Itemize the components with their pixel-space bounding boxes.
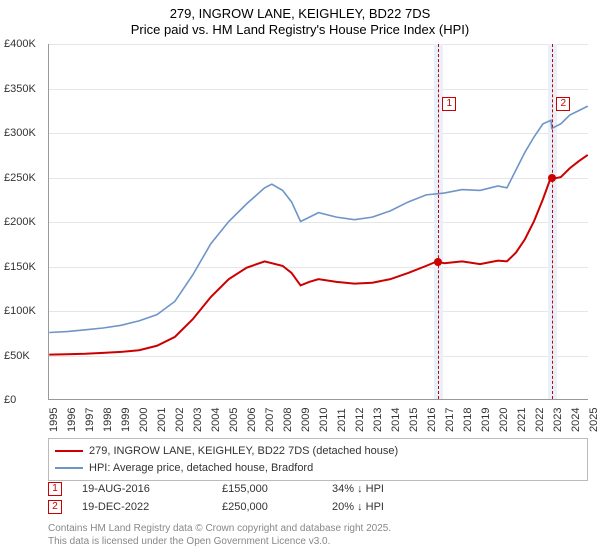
y-tick-label: £300K bbox=[0, 127, 48, 139]
legend: 279, INGROW LANE, KEIGHLEY, BD22 7DS (de… bbox=[48, 438, 588, 481]
legend-label: 279, INGROW LANE, KEIGHLEY, BD22 7DS (de… bbox=[89, 443, 398, 460]
x-tick-label: 2018 bbox=[462, 408, 474, 432]
sale-diff: 20% ↓ HPI bbox=[332, 501, 432, 513]
legend-row: HPI: Average price, detached house, Brad… bbox=[55, 460, 581, 477]
marker-dashed-line bbox=[552, 44, 553, 399]
sale-dot bbox=[548, 174, 556, 182]
sale-date: 19-DEC-2022 bbox=[82, 501, 202, 513]
chart-plot-area: 12 bbox=[48, 44, 588, 400]
x-tick-label: 2001 bbox=[156, 408, 168, 432]
x-tick-label: 1999 bbox=[120, 408, 132, 432]
x-tick-label: 2011 bbox=[336, 408, 348, 432]
x-tick-label: 2012 bbox=[354, 408, 366, 432]
x-tick-label: 2008 bbox=[282, 408, 294, 432]
x-tick-label: 1997 bbox=[84, 408, 96, 432]
x-tick-label: 2023 bbox=[552, 408, 564, 432]
x-tick-label: 2020 bbox=[498, 408, 510, 432]
x-tick-label: 2024 bbox=[570, 408, 582, 432]
title-address: 279, INGROW LANE, KEIGHLEY, BD22 7DS bbox=[0, 6, 600, 22]
x-tick-label: 2013 bbox=[372, 408, 384, 432]
y-tick-label: £150K bbox=[0, 261, 48, 273]
sale-dot bbox=[434, 258, 442, 266]
x-tick-label: 2009 bbox=[300, 408, 312, 432]
x-tick-label: 2000 bbox=[138, 408, 150, 432]
x-tick-label: 2019 bbox=[480, 408, 492, 432]
marker-label-box: 2 bbox=[556, 97, 570, 111]
x-tick-label: 2021 bbox=[516, 408, 528, 432]
sale-price: £250,000 bbox=[222, 501, 312, 513]
y-tick-label: £100K bbox=[0, 305, 48, 317]
sales-row: 1 19-AUG-2016 £155,000 34% ↓ HPI bbox=[48, 480, 588, 498]
sale-price: £155,000 bbox=[222, 483, 312, 495]
sales-table: 1 19-AUG-2016 £155,000 34% ↓ HPI 2 19-DE… bbox=[48, 480, 588, 516]
marker-label-box: 1 bbox=[442, 97, 456, 111]
x-tick-label: 2025 bbox=[588, 408, 600, 432]
sale-diff: 34% ↓ HPI bbox=[332, 483, 432, 495]
y-tick-label: £0 bbox=[0, 394, 48, 406]
x-tick-label: 1998 bbox=[102, 408, 114, 432]
legend-swatch bbox=[55, 467, 83, 469]
chart-container: 279, INGROW LANE, KEIGHLEY, BD22 7DS Pri… bbox=[0, 0, 600, 560]
y-tick-label: £350K bbox=[0, 83, 48, 95]
x-tick-label: 2006 bbox=[246, 408, 258, 432]
footer-line: This data is licensed under the Open Gov… bbox=[48, 535, 588, 548]
x-tick-label: 2010 bbox=[318, 408, 330, 432]
x-tick-label: 2005 bbox=[228, 408, 240, 432]
sales-row: 2 19-DEC-2022 £250,000 20% ↓ HPI bbox=[48, 498, 588, 516]
y-tick-label: £200K bbox=[0, 216, 48, 228]
legend-row: 279, INGROW LANE, KEIGHLEY, BD22 7DS (de… bbox=[55, 443, 581, 460]
sale-marker-box: 2 bbox=[48, 500, 62, 514]
series-line bbox=[49, 155, 587, 355]
x-tick-label: 2022 bbox=[534, 408, 546, 432]
x-tick-label: 1995 bbox=[48, 408, 60, 432]
series-line bbox=[49, 106, 587, 332]
title-block: 279, INGROW LANE, KEIGHLEY, BD22 7DS Pri… bbox=[0, 0, 600, 39]
x-tick-label: 2004 bbox=[210, 408, 222, 432]
x-tick-label: 2003 bbox=[192, 408, 204, 432]
y-tick-label: £250K bbox=[0, 172, 48, 184]
legend-swatch bbox=[55, 450, 83, 452]
x-tick-label: 2002 bbox=[174, 408, 186, 432]
chart-lines bbox=[49, 44, 588, 399]
x-tick-label: 2016 bbox=[426, 408, 438, 432]
footer: Contains HM Land Registry data © Crown c… bbox=[48, 522, 588, 548]
y-tick-label: £50K bbox=[0, 350, 48, 362]
x-tick-label: 2017 bbox=[444, 408, 456, 432]
sale-date: 19-AUG-2016 bbox=[82, 483, 202, 495]
marker-dashed-line bbox=[438, 44, 439, 399]
x-tick-label: 2007 bbox=[264, 408, 276, 432]
x-tick-label: 2014 bbox=[390, 408, 402, 432]
x-tick-label: 1996 bbox=[66, 408, 78, 432]
x-tick-label: 2015 bbox=[408, 408, 420, 432]
title-subtitle: Price paid vs. HM Land Registry's House … bbox=[0, 22, 600, 38]
y-tick-label: £400K bbox=[0, 38, 48, 50]
footer-line: Contains HM Land Registry data © Crown c… bbox=[48, 522, 588, 535]
legend-label: HPI: Average price, detached house, Brad… bbox=[89, 460, 313, 477]
sale-marker-box: 1 bbox=[48, 482, 62, 496]
